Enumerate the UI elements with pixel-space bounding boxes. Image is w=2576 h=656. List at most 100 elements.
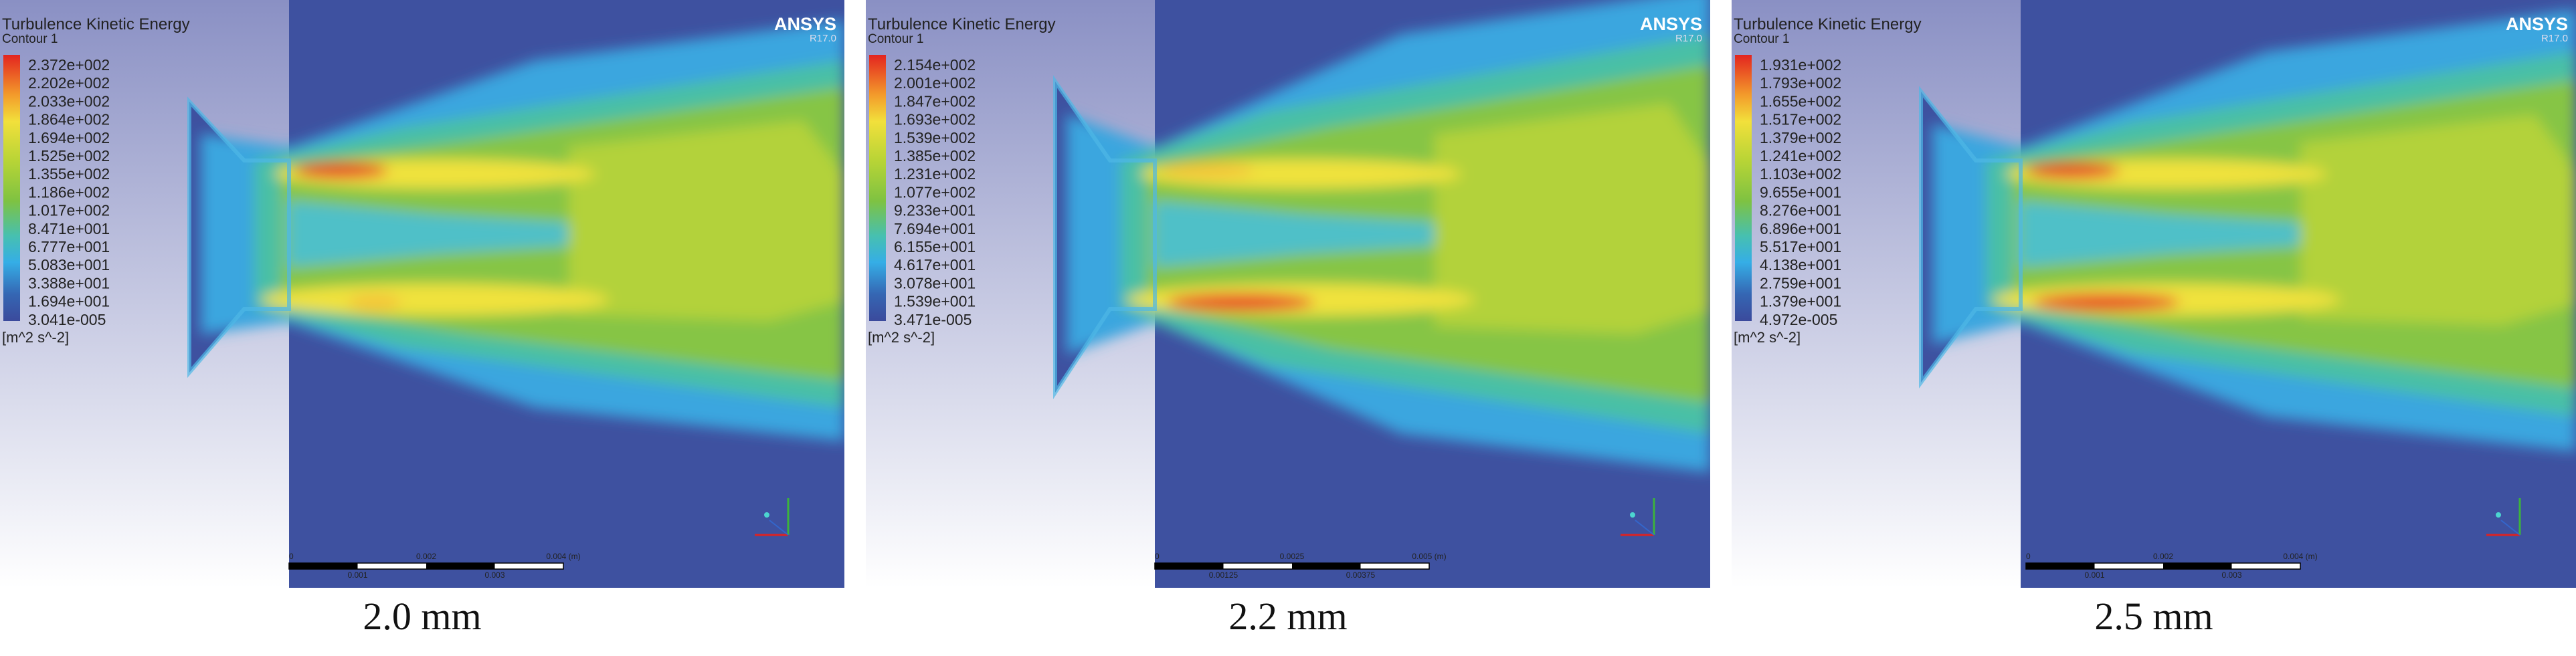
legend-label: 2.033e+002 bbox=[28, 92, 110, 110]
legend-label: 3.041e-005 bbox=[28, 311, 106, 328]
scale-label: 0.003 bbox=[2221, 570, 2241, 580]
legend-label: 1.231e+002 bbox=[894, 165, 976, 183]
brand: ANSYS bbox=[774, 14, 836, 34]
scale-label: 0.004 (m) bbox=[546, 552, 580, 561]
legend-label: 2.001e+002 bbox=[894, 74, 976, 92]
scale-label: 0.003 bbox=[484, 570, 504, 580]
hot-top bbox=[2026, 162, 2120, 179]
caption: 2.5 mm bbox=[2094, 594, 2213, 638]
legend-label: 1.379e+001 bbox=[1760, 293, 1841, 310]
legend-label: 1.694e+001 bbox=[28, 293, 110, 310]
legend-title: Turbulence Kinetic Energy bbox=[2, 15, 190, 33]
version: R17.0 bbox=[2541, 33, 2568, 44]
axis-z bbox=[769, 520, 789, 536]
axis-dot bbox=[764, 512, 769, 518]
jet-core bbox=[288, 201, 602, 267]
scale-label: 0.002 bbox=[2153, 552, 2173, 561]
axis-z bbox=[1635, 520, 1655, 536]
legend-label: 1.186e+002 bbox=[28, 183, 110, 201]
jet-light bbox=[2300, 114, 2576, 326]
jet bbox=[201, 20, 844, 441]
brand: ANSYS bbox=[1640, 14, 1702, 34]
legend-label: 6.777e+001 bbox=[28, 238, 110, 255]
legend-label: 1.539e+002 bbox=[894, 129, 976, 146]
legend-label: 1.017e+002 bbox=[28, 202, 110, 219]
nozzle-edge bbox=[1919, 86, 2023, 389]
scale-label: 0 bbox=[2026, 552, 2031, 561]
legend-title: Turbulence Kinetic Energy bbox=[868, 15, 1056, 33]
hot-top bbox=[294, 162, 388, 179]
color-bar bbox=[1735, 55, 1752, 321]
legend-label: 4.138e+001 bbox=[1760, 256, 1841, 274]
legend-label: 9.233e+001 bbox=[894, 202, 976, 219]
legend-label: 1.355e+002 bbox=[28, 165, 110, 183]
brand: ANSYS bbox=[2506, 14, 2568, 34]
scale-segment bbox=[2026, 563, 2095, 569]
legend-label: 7.694e+001 bbox=[894, 220, 976, 237]
legend-label: 2.759e+001 bbox=[1760, 274, 1841, 292]
legend-label: 1.385e+002 bbox=[894, 147, 976, 165]
hot-top bbox=[1160, 162, 1254, 179]
legend-label: 1.864e+002 bbox=[28, 111, 110, 128]
scale-label: 0.0025 bbox=[1280, 552, 1305, 561]
legend-label: 3.388e+001 bbox=[28, 274, 110, 292]
color-bar bbox=[869, 55, 886, 321]
legend-label: 1.517e+002 bbox=[1760, 111, 1841, 128]
scale-segment bbox=[1155, 563, 1224, 569]
hot-bottom bbox=[348, 294, 401, 311]
axis-z bbox=[2500, 520, 2520, 536]
legend-unit: [m^2 s^-2] bbox=[868, 329, 935, 346]
legend-title: Turbulence Kinetic Energy bbox=[1734, 15, 1922, 33]
legend-label: 3.471e-005 bbox=[894, 311, 972, 328]
scale-label: 0.004 (m) bbox=[2283, 552, 2317, 561]
nozzle-edge bbox=[187, 96, 291, 378]
scale-label: 0.00375 bbox=[1346, 570, 1376, 580]
hot-bottom bbox=[2033, 294, 2180, 311]
legend-unit: [m^2 s^-2] bbox=[2, 329, 69, 346]
legend-label: 8.276e+001 bbox=[1760, 202, 1841, 219]
scale-label: 0 bbox=[289, 552, 294, 561]
legend-label: 1.539e+001 bbox=[894, 293, 976, 310]
legend-label: 1.693e+002 bbox=[894, 111, 976, 128]
legend-label: 6.155e+001 bbox=[894, 238, 976, 255]
legend-label: 4.617e+001 bbox=[894, 256, 976, 274]
jet bbox=[1067, 0, 1710, 473]
axis-dot bbox=[2496, 512, 2501, 518]
streak-bottom bbox=[261, 284, 609, 316]
version: R17.0 bbox=[1675, 33, 1702, 44]
scale-segment bbox=[2163, 563, 2232, 569]
scale-label: 0 bbox=[1155, 552, 1160, 561]
legend-label: 8.471e+001 bbox=[28, 220, 110, 237]
legend-label: 3.078e+001 bbox=[894, 274, 976, 292]
scale-segment bbox=[1292, 563, 1361, 569]
hot-bottom bbox=[1167, 294, 1314, 311]
legend-label: 4.972e-005 bbox=[1760, 311, 1837, 328]
legend-label: 1.847e+002 bbox=[894, 92, 976, 110]
jet-light bbox=[569, 120, 844, 321]
jet-core bbox=[2019, 201, 2334, 267]
legend-label: 1.793e+002 bbox=[1760, 74, 1841, 92]
legend-label: 1.241e+002 bbox=[1760, 147, 1841, 165]
legend-subtitle: Contour 1 bbox=[1734, 32, 1789, 46]
legend-subtitle: Contour 1 bbox=[868, 32, 923, 46]
legend-label: 6.896e+001 bbox=[1760, 220, 1841, 237]
caption: 2.2 mm bbox=[1228, 594, 1348, 638]
jet-light bbox=[1435, 103, 1710, 334]
legend-label: 1.525e+002 bbox=[28, 147, 110, 165]
legend-label: 2.154e+002 bbox=[894, 56, 976, 74]
scale-label: 0.002 bbox=[416, 552, 436, 561]
legend-label: 1.077e+002 bbox=[894, 183, 976, 201]
legend-label: 5.517e+001 bbox=[1760, 238, 1841, 255]
caption: 2.0 mm bbox=[363, 594, 482, 638]
jet bbox=[1932, 9, 2576, 452]
legend-label: 2.372e+002 bbox=[28, 56, 110, 74]
legend-label: 1.379e+002 bbox=[1760, 129, 1841, 146]
jet-core bbox=[1154, 201, 1468, 267]
nozzle-edge bbox=[1053, 75, 1157, 400]
legend-label: 2.202e+002 bbox=[28, 74, 110, 92]
scale-label: 0.001 bbox=[347, 570, 367, 580]
legend-label: 1.103e+002 bbox=[1760, 165, 1841, 183]
legend-label: 9.655e+001 bbox=[1760, 183, 1841, 201]
